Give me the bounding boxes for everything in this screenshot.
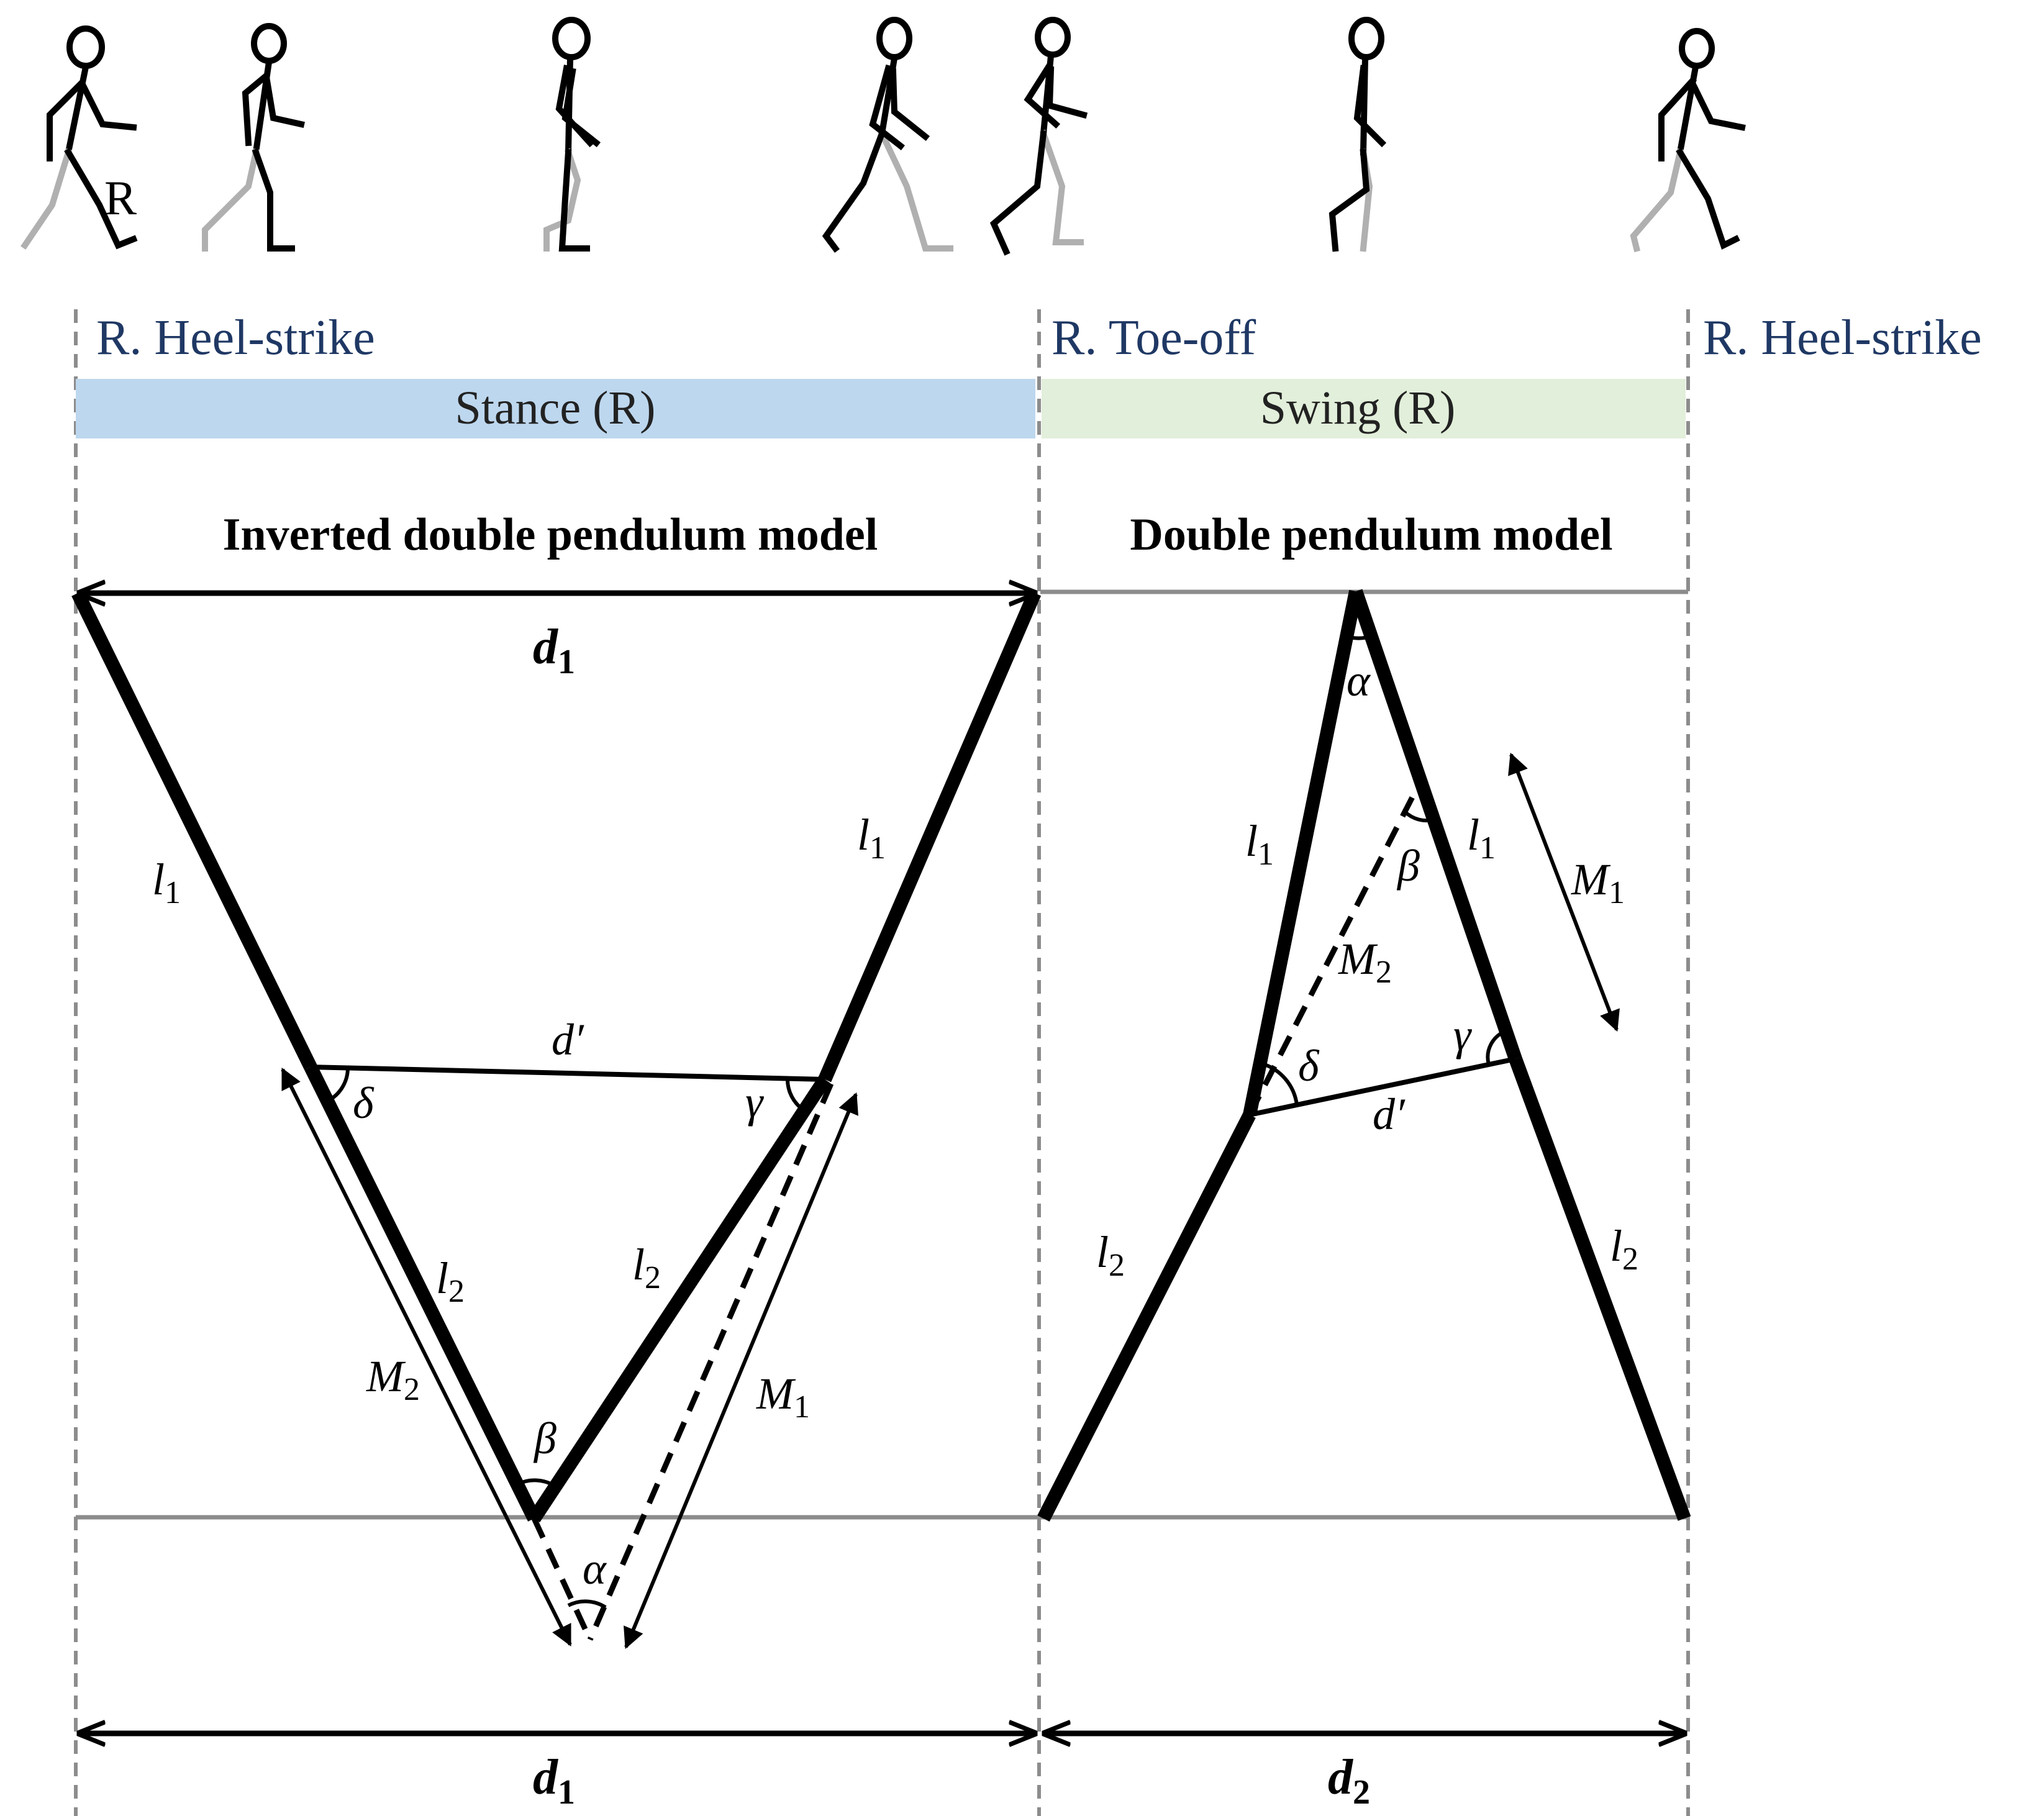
swing-bottom-distance-label: d2: [1328, 1750, 1370, 1812]
stick-figure-7: [1630, 28, 1746, 253]
stick-figure-1: R: [20, 25, 138, 250]
swing-left-upper-segment: [1243, 589, 1363, 1117]
stance-model-title: Inverted double pendulum model: [223, 509, 878, 560]
stance-right-upper-label: l1: [857, 810, 886, 866]
swing-model: α β δ γ l1 l1 l2 l2 d′ M1 M2 d2: [1037, 589, 1691, 1812]
event-heel-strike-end: R. Heel-strike: [1703, 311, 1982, 365]
stance-angle-delta-label: δ: [353, 1078, 375, 1128]
stick-figure-4: [822, 17, 953, 253]
stance-left-lower-label: l2: [436, 1253, 465, 1309]
stance-angle-beta-label: β: [533, 1414, 556, 1463]
swing-angle-arc-alpha: [1346, 635, 1371, 640]
right-leg-label: R: [104, 171, 137, 225]
swing-angle-beta-label: β: [1396, 841, 1420, 891]
stance-bottom-distance-label: d1: [533, 1750, 575, 1812]
stick-figure-3: [543, 17, 601, 252]
swing-left-upper-label: l1: [1245, 816, 1274, 872]
swing-dashed-line: [1247, 782, 1422, 1117]
swing-angle-arc-gamma: [1486, 1029, 1507, 1065]
swing-knee-distance-label: d′: [1373, 1089, 1406, 1139]
phase-dividers: [74, 309, 1690, 1816]
stance-model: d1 l1 l1 l2 l2 d′ M2 M1: [71, 590, 1042, 1812]
stance-moment-right-arrow: [624, 1092, 858, 1650]
stance-top-distance-label: d1: [533, 620, 575, 681]
stick-figure-6: [1329, 17, 1387, 252]
swing-right-lower-label: l2: [1610, 1221, 1638, 1277]
stance-right-lower-label: l2: [632, 1240, 661, 1296]
event-toe-off: R. Toe-off: [1052, 311, 1256, 365]
stance-angle-gamma-label: γ: [745, 1077, 764, 1127]
swing-left-lower-segment: [1037, 1111, 1256, 1522]
swing-moment-outer-arrow: [1508, 752, 1620, 1032]
stick-figure-5: [989, 17, 1088, 256]
swing-angle-arc-beta: [1403, 810, 1433, 823]
stance-right-lower-segment: [528, 1075, 831, 1523]
stance-knee-distance-label: d′: [552, 1015, 584, 1065]
stance-right-upper-segment: [818, 590, 1042, 1083]
swing-right-upper-segment: [1349, 589, 1522, 1061]
stance-angle-arc-beta: [516, 1478, 556, 1488]
swing-angle-delta-label: δ: [1298, 1041, 1320, 1091]
stance-dashed-ankle-line: [531, 1517, 593, 1641]
stick-figures: R: [20, 17, 1746, 256]
swing-right-upper-label: l1: [1467, 810, 1496, 866]
stance-moment-right-label: M1: [756, 1369, 810, 1425]
stance-moment-left-arrow: [281, 1067, 572, 1647]
swing-angle-arc-delta: [1260, 1061, 1299, 1105]
stance-bar: [76, 379, 1035, 438]
swing-angle-alpha-label: α: [1347, 656, 1371, 706]
swing-right-lower-segment: [1509, 1056, 1691, 1521]
event-heel-strike-start: R. Heel-strike: [96, 311, 375, 365]
stance-left-lower-segment: [304, 1064, 540, 1522]
swing-knee-distance: [1249, 1056, 1516, 1117]
stance-left-upper-segment: [71, 590, 317, 1070]
stick-figure-2: [202, 23, 305, 252]
swing-model-title: Double pendulum model: [1130, 509, 1612, 560]
swing-bar: [1042, 379, 1686, 438]
stance-angle-arc-gamma: [785, 1078, 806, 1112]
stance-angle-alpha-label: α: [583, 1544, 607, 1594]
swing-moment-outer-label: M1: [1571, 855, 1625, 910]
stance-label: Stance (R): [455, 382, 656, 434]
swing-label: Swing (R): [1260, 382, 1456, 434]
reference-lines: [76, 589, 1688, 1520]
stance-moment-left-label: M2: [366, 1351, 420, 1407]
stance-dashed-right-line: [587, 1083, 834, 1641]
stance-left-upper-label: l1: [152, 855, 181, 910]
swing-angle-gamma-label: γ: [1453, 1010, 1472, 1060]
stance-angle-arc-delta: [326, 1068, 350, 1103]
swing-moment-inner-label: M2: [1338, 934, 1392, 990]
swing-left-lower-label: l2: [1096, 1227, 1125, 1283]
stance-angle-arc-alpha: [567, 1599, 607, 1609]
